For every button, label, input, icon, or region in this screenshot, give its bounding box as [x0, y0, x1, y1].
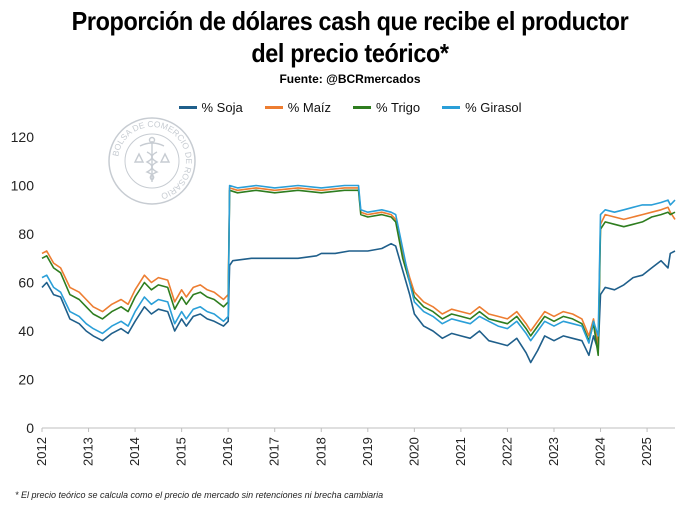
- x-tick-label: 2024: [593, 437, 608, 466]
- series-line-soja: [41, 242, 676, 364]
- chart-legend: % Soja % Maíz % Trigo % Girasol: [0, 100, 700, 115]
- y-tick-label: 100: [11, 178, 35, 194]
- legend-swatch: [178, 106, 197, 109]
- legend-item: % Girasol: [442, 100, 521, 115]
- series-line-trigo: [41, 189, 676, 357]
- x-tick-label: 2021: [453, 437, 468, 466]
- x-tick-label: 2016: [220, 437, 235, 466]
- legend-label: % Maíz: [287, 100, 332, 115]
- legend-item: % Maíz: [264, 100, 332, 115]
- legend-swatch: [264, 106, 283, 109]
- y-tick-label: 0: [26, 420, 34, 436]
- chart-source: Fuente: @BCRmercados: [279, 72, 421, 86]
- x-tick-label: 2015: [174, 437, 189, 466]
- legend-swatch: [353, 106, 372, 109]
- x-tick-label: 2012: [34, 437, 49, 466]
- x-tick-label: 2020: [406, 437, 421, 466]
- x-tick-label: 2023: [546, 437, 561, 466]
- x-tick-label: 2014: [127, 437, 142, 466]
- legend-item: % Soja: [178, 100, 243, 115]
- chart-title-line-1: Proporción de dólares cash que recibe el…: [71, 6, 629, 36]
- series-line-girasol: [41, 184, 676, 344]
- y-tick-label: 80: [18, 226, 34, 242]
- legend-label: % Soja: [201, 100, 243, 115]
- y-tick-label: 60: [18, 275, 34, 291]
- legend-swatch: [442, 106, 461, 109]
- y-tick-label: 20: [18, 372, 34, 388]
- chart-title-line-2: del precio teórico*: [251, 38, 449, 68]
- y-tick-label: 120: [11, 129, 35, 145]
- x-tick-label: 2017: [267, 437, 282, 466]
- caduceus-icon: [133, 136, 171, 182]
- x-tick-label: 2013: [81, 437, 96, 466]
- x-tick-label: 2019: [360, 437, 375, 466]
- bcr-seal-watermark: BOLSA DE COMERCIO DE ROSARIO: [108, 117, 196, 205]
- series-line-maiz: [41, 187, 676, 347]
- legend-item: % Trigo: [353, 100, 420, 115]
- legend-label: % Girasol: [465, 100, 522, 115]
- x-tick-label: 2018: [313, 437, 328, 466]
- y-tick-label: 40: [18, 323, 34, 339]
- x-tick-label: 2022: [499, 437, 514, 466]
- legend-label: % Trigo: [376, 100, 421, 115]
- chart-footnote: * El precio teórico se calcula como el p…: [15, 490, 384, 500]
- x-tick-label: 2025: [639, 437, 654, 466]
